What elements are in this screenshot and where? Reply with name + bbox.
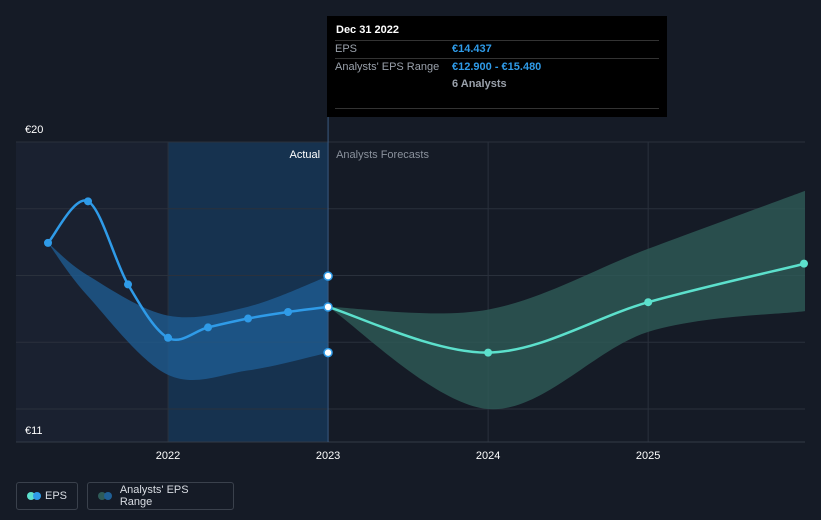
eps-point xyxy=(84,197,93,206)
eps-point xyxy=(124,280,133,289)
x-tick-label: 2024 xyxy=(476,450,500,462)
eps-forecast-point xyxy=(644,298,653,307)
eps-range-band-forecast xyxy=(328,190,805,410)
eps-range-legend-icon xyxy=(98,492,114,500)
forecast-label: Analysts Forecasts xyxy=(336,149,429,161)
tooltip-divider xyxy=(335,108,659,109)
eps-point xyxy=(284,307,293,316)
tooltip: Dec 31 2022 EPS €14.437 Analysts' EPS Ra… xyxy=(327,16,667,117)
eps-point xyxy=(164,333,173,342)
legend-eps-range[interactable]: Analysts' EPS Range xyxy=(87,482,234,510)
eps-forecast-point xyxy=(484,348,493,357)
eps-point xyxy=(204,323,213,332)
eps-legend-icon xyxy=(27,492,41,500)
y-tick-label: €11 xyxy=(25,425,43,437)
tooltip-analysts-count: 6 Analysts xyxy=(452,78,507,90)
eps-forecast-point xyxy=(800,259,808,268)
tooltip-point xyxy=(323,271,333,281)
eps-point xyxy=(244,314,253,323)
tooltip-point xyxy=(323,302,333,312)
eps-range-bands xyxy=(48,190,805,410)
legend-eps-label: EPS xyxy=(44,490,67,502)
tooltip-range-label: Analysts' EPS Range xyxy=(335,61,440,73)
y-tick-label: €20 xyxy=(25,124,43,136)
x-tick-labels: 2022 2023 2024 2025 xyxy=(156,450,661,462)
legend-eps-range-label: Analysts' EPS Range xyxy=(119,484,189,508)
tooltip-range-value: €12.900 - €15.480 xyxy=(452,61,542,73)
tooltip-range-row: Analysts' EPS Range €12.900 - €15.480 xyxy=(335,58,659,76)
tooltip-point xyxy=(323,347,333,358)
y-tick-labels: €20 €11 xyxy=(25,124,43,437)
eps-forecast-line xyxy=(327,262,806,354)
eps-point xyxy=(44,238,52,247)
tooltip-eps-row: EPS €14.437 xyxy=(335,40,659,58)
x-tick-label: 2023 xyxy=(316,450,340,462)
legend-eps[interactable]: EPS xyxy=(16,482,78,510)
actual-label: Actual xyxy=(289,149,320,161)
eps-points xyxy=(44,197,808,357)
tooltip-eps-label: EPS xyxy=(335,43,358,55)
x-tick-label: 2025 xyxy=(636,450,660,462)
tooltip-points xyxy=(323,271,333,358)
eps-range-band-actual xyxy=(48,242,329,381)
x-tick-label: 2022 xyxy=(156,450,180,462)
tooltip-analysts-row: 6 Analysts xyxy=(335,76,659,93)
tooltip-date: Dec 31 2022 xyxy=(336,24,399,36)
tooltip-eps-value: €14.437 xyxy=(452,43,492,55)
